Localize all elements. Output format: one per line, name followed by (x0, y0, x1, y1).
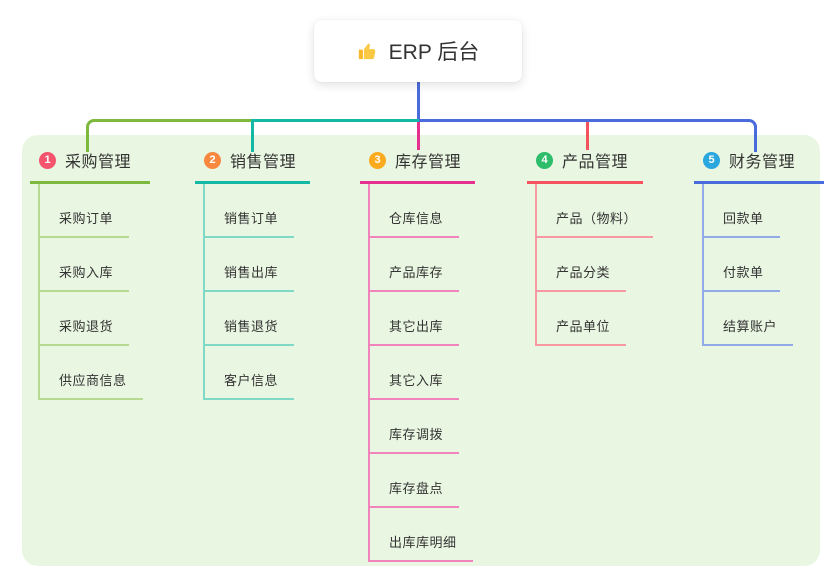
root-node-label: ERP 后台 (388, 41, 480, 64)
node-item[interactable]: 产品单位 (537, 292, 627, 346)
branch-product: 4 产品管理 产品（物料） 产品分类 产品单位 (527, 146, 654, 346)
branch-index-badge: 3 (369, 151, 386, 169)
connector-bus-right-blue (419, 119, 757, 152)
branch-purchase-children: 采购订单 采购入库 采购退货 供应商信息 (38, 184, 150, 400)
branch-inventory-header[interactable]: 3 库存管理 (360, 146, 475, 184)
thumbs-up-icon (357, 40, 379, 62)
branch-finance-children: 回款单 付款单 结算账户 (702, 184, 824, 346)
branch-title: 销售管理 (230, 154, 297, 171)
branch-finance: 5 财务管理 回款单 付款单 结算账户 (694, 146, 824, 346)
connector-drop-sales (251, 119, 254, 152)
branch-product-header[interactable]: 4 产品管理 (527, 146, 643, 184)
branch-purchase-header[interactable]: 1 采购管理 (30, 146, 150, 184)
branch-title: 产品管理 (562, 154, 629, 171)
connector-drop-inventory (417, 122, 420, 150)
node-item[interactable]: 采购退货 (40, 292, 130, 346)
branch-purchase: 1 采购管理 采购订单 采购入库 采购退货 供应商信息 (30, 146, 150, 400)
branch-finance-header[interactable]: 5 财务管理 (694, 146, 824, 184)
branch-index-badge: 5 (703, 151, 720, 169)
node-item[interactable]: 仓库信息 (370, 184, 460, 238)
node-item[interactable]: 出库库明细 (370, 508, 473, 562)
branch-sales-children: 销售订单 销售出库 销售退货 客户信息 (203, 184, 310, 400)
node-item[interactable]: 其它出库 (370, 292, 460, 346)
branch-title: 采购管理 (65, 154, 132, 171)
node-item[interactable]: 供应商信息 (40, 346, 143, 400)
node-item[interactable]: 库存调拨 (370, 400, 460, 454)
node-item[interactable]: 销售订单 (205, 184, 295, 238)
node-item[interactable]: 采购入库 (40, 238, 130, 292)
branch-title: 财务管理 (729, 154, 796, 171)
branch-index-badge: 2 (204, 151, 221, 169)
branch-inventory-children: 仓库信息 产品库存 其它出库 其它入库 库存调拨 库存盘点 出库库明细 (368, 184, 475, 562)
branches-background-panel (22, 135, 820, 566)
connector-drop-product (586, 122, 589, 150)
branch-index-badge: 4 (536, 151, 553, 169)
node-item[interactable]: 产品分类 (537, 238, 627, 292)
node-item[interactable]: 回款单 (704, 184, 780, 238)
node-item[interactable]: 采购订单 (40, 184, 130, 238)
branch-title: 库存管理 (395, 154, 462, 171)
node-item[interactable]: 产品库存 (370, 238, 460, 292)
branch-inventory: 3 库存管理 仓库信息 产品库存 其它出库 其它入库 库存调拨 库存盘点 出库库… (360, 146, 475, 562)
connector-root-vertical (417, 82, 420, 122)
node-item[interactable]: 结算账户 (704, 292, 794, 346)
connector-bus-teal (252, 119, 419, 122)
node-item[interactable]: 其它入库 (370, 346, 460, 400)
branch-sales: 2 销售管理 销售订单 销售出库 销售退货 客户信息 (195, 146, 310, 400)
root-node[interactable]: ERP 后台 (314, 20, 522, 82)
node-item[interactable]: 产品（物料） (537, 184, 654, 238)
branch-sales-header[interactable]: 2 销售管理 (195, 146, 310, 184)
node-item[interactable]: 库存盘点 (370, 454, 460, 508)
node-item[interactable]: 销售出库 (205, 238, 295, 292)
branch-index-badge: 1 (39, 151, 56, 169)
node-item[interactable]: 付款单 (704, 238, 780, 292)
connector-bus-left-green (86, 119, 252, 152)
branch-product-children: 产品（物料） 产品分类 产品单位 (535, 184, 654, 346)
node-item[interactable]: 客户信息 (205, 346, 295, 400)
node-item[interactable]: 销售退货 (205, 292, 295, 346)
